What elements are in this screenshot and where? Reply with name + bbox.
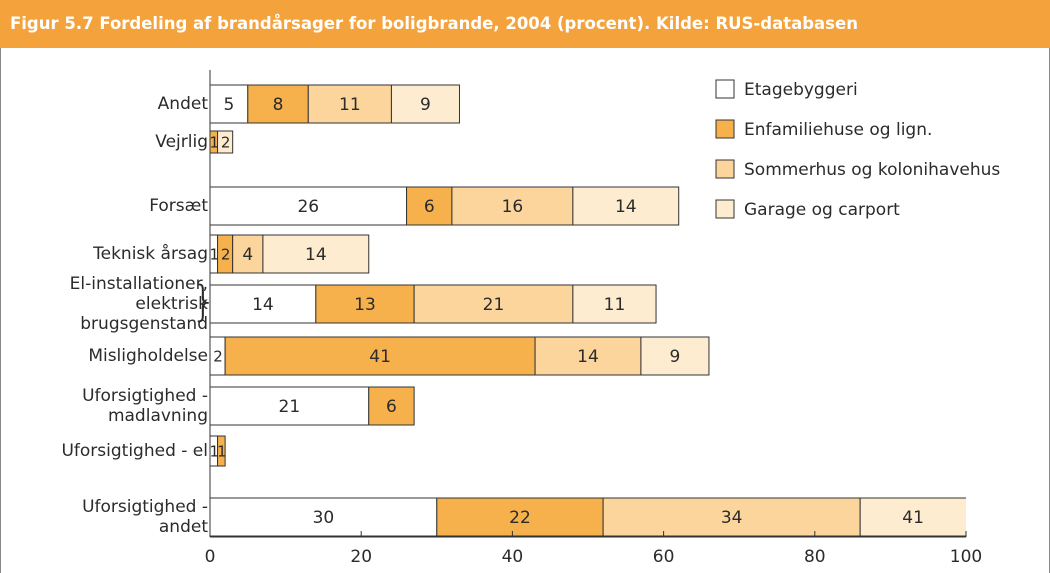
data-label: 14 (615, 197, 637, 217)
data-label: 41 (369, 347, 391, 367)
x-tick-label: 80 (804, 547, 826, 567)
x-tick-label: 100 (950, 547, 982, 567)
data-label: 41 (902, 508, 924, 528)
data-label: 26 (297, 197, 319, 217)
data-label: 21 (483, 295, 505, 315)
y-tick-label: Andet (157, 94, 208, 114)
legend-label: Etagebyggeri (744, 80, 858, 100)
y-tick-label: Misligholdelse (88, 346, 208, 366)
data-label: 14 (252, 295, 274, 315)
data-label: 1 (217, 443, 226, 461)
legend-label: Sommerhus og kolonihavehus (744, 160, 1000, 180)
bar-segment (572, 186, 680, 226)
x-tick-label: 40 (502, 547, 524, 567)
y-tick-label: Teknisk årsag (93, 244, 208, 264)
legend-swatch (715, 159, 735, 179)
data-label: 16 (502, 197, 524, 217)
data-label: 2 (213, 348, 222, 366)
bar-segment (413, 284, 574, 324)
bar-segment (572, 284, 657, 324)
data-label: 2 (221, 246, 230, 264)
data-label: 11 (339, 95, 361, 115)
bar-segment (436, 497, 604, 537)
y-tick-label: Vejrlig (155, 132, 208, 152)
bar-segment (451, 186, 574, 226)
data-label: 5 (223, 95, 234, 115)
y-tick-label: Uforsigtighed - andet (82, 497, 208, 537)
bar-segment (859, 497, 966, 537)
bar-segment (232, 234, 264, 274)
data-label: 1 (210, 246, 219, 264)
data-label: 9 (670, 347, 681, 367)
data-label: 30 (313, 508, 335, 528)
data-label: 2 (221, 134, 230, 152)
data-label: 22 (509, 508, 531, 528)
bar-segment (247, 84, 309, 124)
bar-segment (217, 130, 234, 154)
y-tick-label: Uforsigtighed - madlavning (82, 386, 208, 426)
y-tick-label: El-installationer, elektrisk brugsgensta… (69, 274, 208, 334)
data-label: 8 (273, 95, 284, 115)
bar-segment (602, 497, 861, 537)
data-label: 9 (420, 95, 431, 115)
data-label: 1 (210, 443, 219, 461)
legend-label: Enfamiliehuse og lign. (744, 120, 932, 140)
data-label: 4 (242, 245, 253, 265)
data-label: 11 (604, 295, 626, 315)
y-tick-label: Uforsigtighed - el (61, 441, 208, 461)
bar-segment (315, 284, 415, 324)
data-label: 14 (305, 245, 327, 265)
x-tick-label: 0 (205, 547, 216, 567)
data-label: 21 (279, 397, 301, 417)
x-tick-label: 60 (653, 547, 675, 567)
y-tick-label: Forsæt (149, 196, 208, 216)
bars (210, 84, 966, 537)
data-label: 1 (210, 134, 219, 152)
bar-segment (217, 435, 226, 467)
legend-swatch (715, 119, 735, 139)
bar-segment (534, 336, 642, 376)
data-label: 6 (386, 397, 397, 417)
bar-segment (210, 497, 438, 537)
bar-segment (640, 336, 710, 376)
data-label: 13 (354, 295, 376, 315)
data-label: 6 (424, 197, 435, 217)
data-label: 14 (577, 347, 599, 367)
bar-segment (368, 386, 415, 426)
bar-segment (210, 186, 408, 226)
legend-swatch (715, 79, 735, 99)
bar-segment (406, 186, 453, 226)
chart-title: Figur 5.7 Fordeling af brandårsager for … (0, 0, 1050, 48)
legend-swatch (715, 199, 735, 219)
data-label: 34 (721, 508, 743, 528)
bar-segment (390, 84, 460, 124)
x-tick-label: 20 (350, 547, 372, 567)
bar-segment (210, 386, 370, 426)
bar-segment (262, 234, 370, 274)
legend-label: Garage og carport (744, 200, 900, 220)
